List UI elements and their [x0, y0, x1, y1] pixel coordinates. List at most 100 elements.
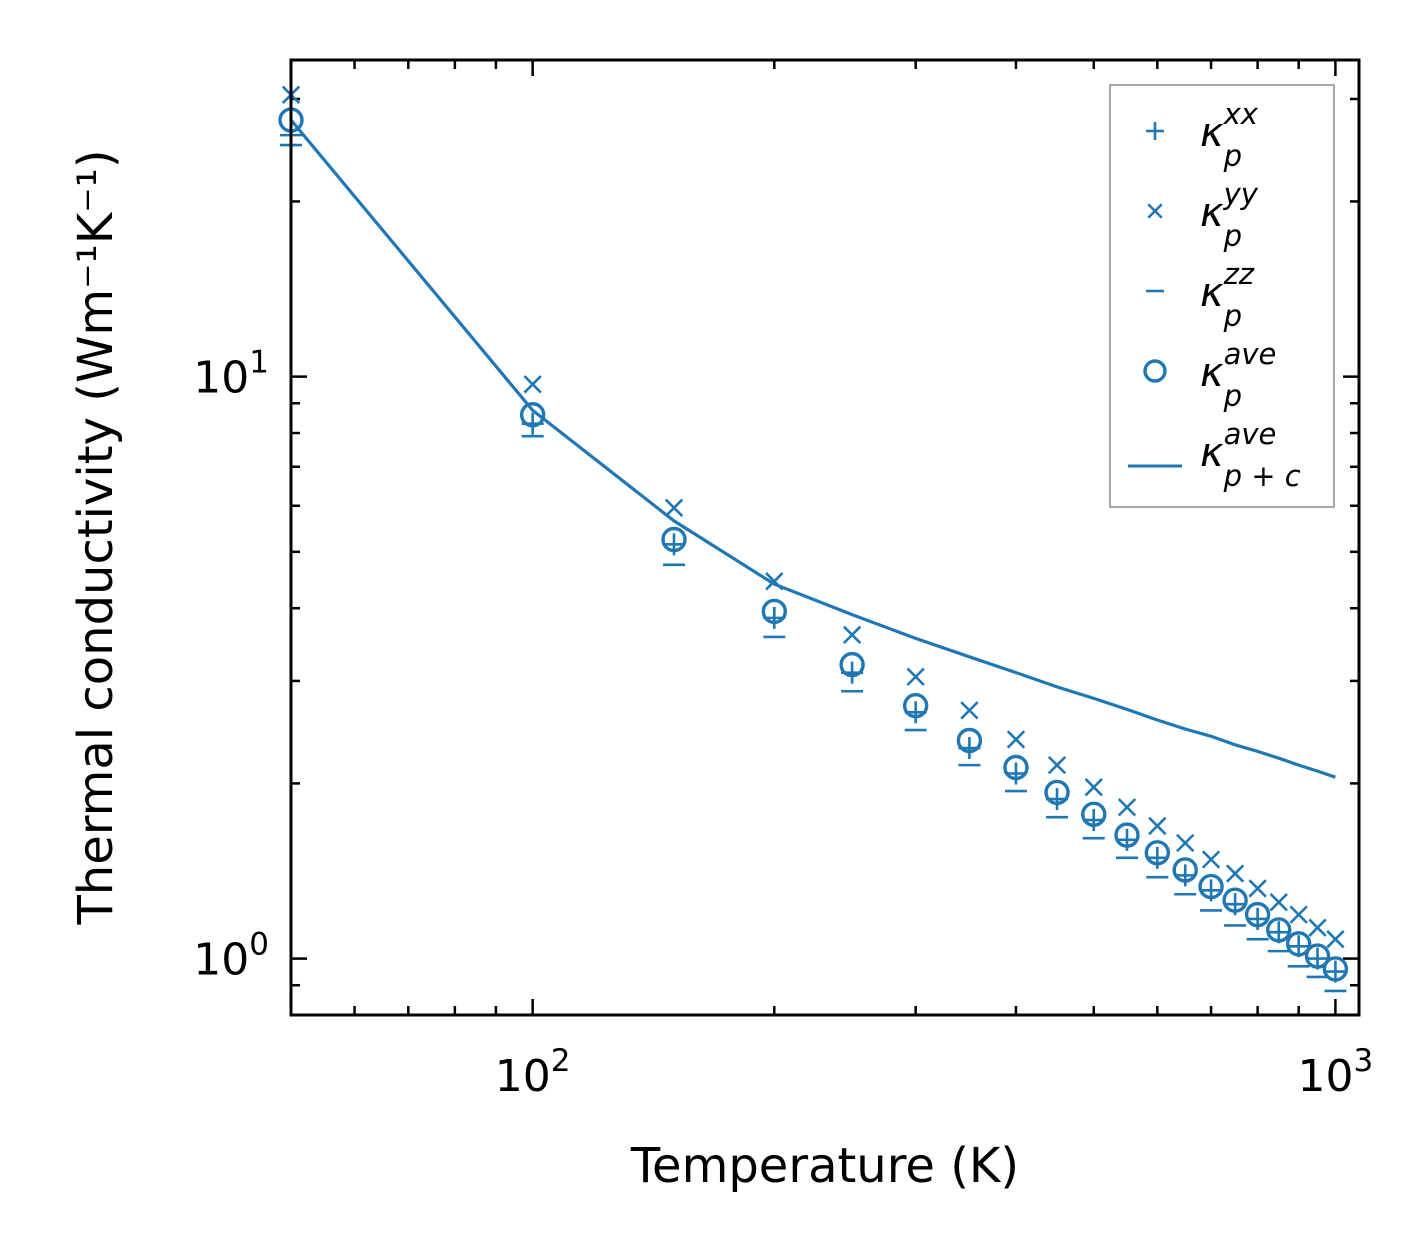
- x-marker-b: [523, 375, 542, 394]
- x-marker-b: [1148, 816, 1167, 836]
- series-line: [289, 118, 1336, 779]
- data-point: [906, 667, 925, 686]
- data-point: [839, 651, 865, 678]
- legend-item: κave p: [1143, 337, 1276, 413]
- legend-label: κave p + c: [1200, 417, 1301, 493]
- legend-label-sub: p: [1223, 219, 1242, 253]
- legend-label-sub: p: [1223, 139, 1242, 173]
- data-point: [1308, 918, 1327, 937]
- data-point: [1114, 822, 1140, 848]
- x-marker-b: [1117, 798, 1137, 817]
- data-point: [661, 526, 687, 553]
- legend-label-sub: p: [1223, 379, 1242, 413]
- x-tick-label-base: 10: [495, 1051, 551, 1102]
- x-axis-label: Temperature (K): [630, 1138, 1019, 1194]
- data-point: [1285, 931, 1312, 957]
- x-marker-b: [1308, 918, 1327, 937]
- circle-marker: [1304, 943, 1331, 969]
- legend-label-sub: p: [1223, 299, 1242, 333]
- data-point: [1266, 917, 1292, 943]
- legend-label-main: κ: [1200, 190, 1224, 236]
- series-3: [278, 107, 1349, 982]
- y-tick-label: 101: [193, 345, 269, 404]
- data-point: [1044, 779, 1070, 806]
- plot-frame: [289, 58, 1361, 1017]
- legend-box: [1109, 84, 1335, 508]
- legend-label-sub: p + c: [1223, 459, 1301, 493]
- legend-label-sup: xx: [1223, 97, 1259, 131]
- data-point: [1269, 893, 1288, 912]
- x-tick-label: 102: [495, 1043, 571, 1102]
- x-marker-b: [842, 625, 862, 645]
- legend-label-main: κ: [1200, 430, 1224, 476]
- data-point: [1084, 778, 1103, 797]
- x-marker-b: [1225, 864, 1245, 883]
- data-point: [1244, 901, 1271, 928]
- x-marker-b: [1047, 755, 1067, 775]
- data-point: [761, 598, 788, 625]
- series-2: [280, 143, 1347, 993]
- legend-item: κave p + c: [1128, 417, 1301, 493]
- y-axis-label: Thermal conductivity (Wm⁻¹K⁻¹): [68, 149, 124, 925]
- circle-marker: [1244, 901, 1271, 928]
- circle-marker: [1081, 801, 1107, 827]
- legend-label: κzz p: [1200, 257, 1255, 333]
- x-marker-b: [1201, 850, 1221, 869]
- data-point: [1248, 879, 1267, 898]
- legend-item: κxx p: [1146, 97, 1259, 173]
- x-marker-b: [1289, 905, 1308, 924]
- series-1: [281, 85, 1345, 949]
- legend-label-main: κ: [1200, 110, 1224, 156]
- x-marker-b: [765, 572, 784, 591]
- circle-marker: [1285, 931, 1312, 957]
- circle-marker: [839, 651, 865, 678]
- x-marker-b: [1006, 730, 1026, 749]
- x-tick-label-exponent: 3: [1354, 1043, 1374, 1079]
- x-marker-b: [1269, 893, 1288, 912]
- legend-label: κxx p: [1200, 97, 1259, 173]
- legend-label-sup: zz: [1223, 257, 1255, 291]
- legend-item: κzz p: [1146, 257, 1255, 333]
- data-point: [1289, 905, 1308, 924]
- data-point: [1006, 730, 1026, 749]
- data-point: [1176, 833, 1195, 853]
- data-point: [1047, 755, 1067, 775]
- y-tick-label-exponent: 0: [249, 927, 269, 963]
- circle-marker: [1144, 840, 1171, 866]
- x-marker-b: [664, 498, 684, 518]
- y-tick-label-base: 10: [193, 935, 249, 986]
- data-point: [519, 402, 546, 428]
- data-point: [842, 625, 862, 645]
- circle-marker: [519, 402, 546, 428]
- data-point: [1117, 798, 1137, 817]
- data-point: [1322, 956, 1349, 982]
- circle-marker: [1114, 822, 1140, 848]
- circle-marker: [1322, 956, 1349, 982]
- legend-label-sup: ave: [1224, 417, 1277, 451]
- legend-item: κyy p: [1147, 177, 1259, 253]
- x-tick-label-base: 10: [1298, 1051, 1354, 1102]
- legend-label-sup: ave: [1224, 337, 1277, 371]
- plot-marks: [278, 85, 1349, 993]
- data-point: [1326, 929, 1345, 949]
- data-point: [1225, 864, 1245, 883]
- legend-label: κave p: [1200, 337, 1276, 413]
- circle-marker: [1266, 917, 1292, 943]
- x-marker-b: [1248, 879, 1267, 898]
- data-point: [956, 727, 983, 754]
- circle-marker: [1003, 754, 1029, 781]
- data-point: [1304, 943, 1331, 969]
- data-point: [1172, 857, 1198, 883]
- data-point: [1148, 816, 1167, 836]
- circle-marker: [1198, 873, 1224, 900]
- x-marker-b: [1084, 778, 1103, 797]
- legend-label: κyy p: [1200, 177, 1259, 253]
- series-4: [289, 118, 1336, 779]
- x-marker-b: [1176, 833, 1195, 853]
- data-point: [960, 701, 979, 720]
- x-marker-b: [906, 667, 925, 686]
- circle-marker: [956, 727, 983, 754]
